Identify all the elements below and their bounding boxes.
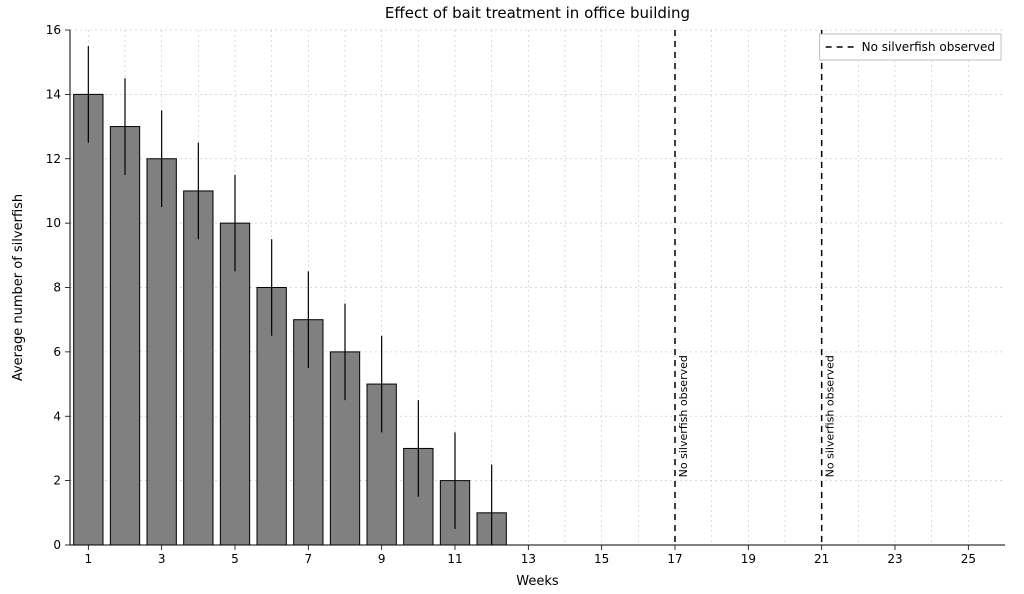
x-tick-label: 21 <box>814 552 829 566</box>
x-tick-label: 15 <box>594 552 609 566</box>
y-tick-label: 10 <box>46 216 61 230</box>
y-tick-label: 12 <box>46 152 61 166</box>
y-axis-label: Average number of silverfish <box>11 194 26 381</box>
chart-title: Effect of bait treatment in office build… <box>385 4 690 22</box>
legend-label: No silverfish observed <box>862 40 995 54</box>
x-tick-label: 9 <box>378 552 386 566</box>
x-tick-label: 13 <box>521 552 536 566</box>
bar <box>184 191 213 545</box>
y-tick-label: 16 <box>46 23 61 37</box>
chart-svg: No silverfish observed No silverfish obse… <box>0 0 1024 594</box>
y-tick-label: 14 <box>46 87 61 101</box>
x-tick-label: 19 <box>741 552 756 566</box>
x-tick-label: 11 <box>447 552 462 566</box>
x-axis-label: Weeks <box>516 574 559 589</box>
legend: No silverfish observed <box>820 34 1001 60</box>
x-tick-label: 3 <box>158 552 166 566</box>
bar <box>147 159 176 545</box>
x-tick-label: 5 <box>231 552 239 566</box>
bar <box>110 127 139 545</box>
x-tick-label: 7 <box>305 552 313 566</box>
annotation-text: No silverfish observed <box>677 355 690 477</box>
x-tick-label: 25 <box>961 552 976 566</box>
y-tick-label: 6 <box>53 345 61 359</box>
x-tick-label: 17 <box>667 552 682 566</box>
y-tick-label: 0 <box>53 538 61 552</box>
x-tick-label: 1 <box>85 552 93 566</box>
chart-container: No silverfish observed No silverfish obse… <box>0 0 1024 594</box>
y-tick-label: 8 <box>53 281 61 295</box>
annotation-text: No silverfish observed <box>824 355 837 477</box>
bar <box>74 94 103 545</box>
y-tick-label: 2 <box>53 474 61 488</box>
y-tick-label: 4 <box>53 409 61 423</box>
x-tick-label: 23 <box>887 552 902 566</box>
